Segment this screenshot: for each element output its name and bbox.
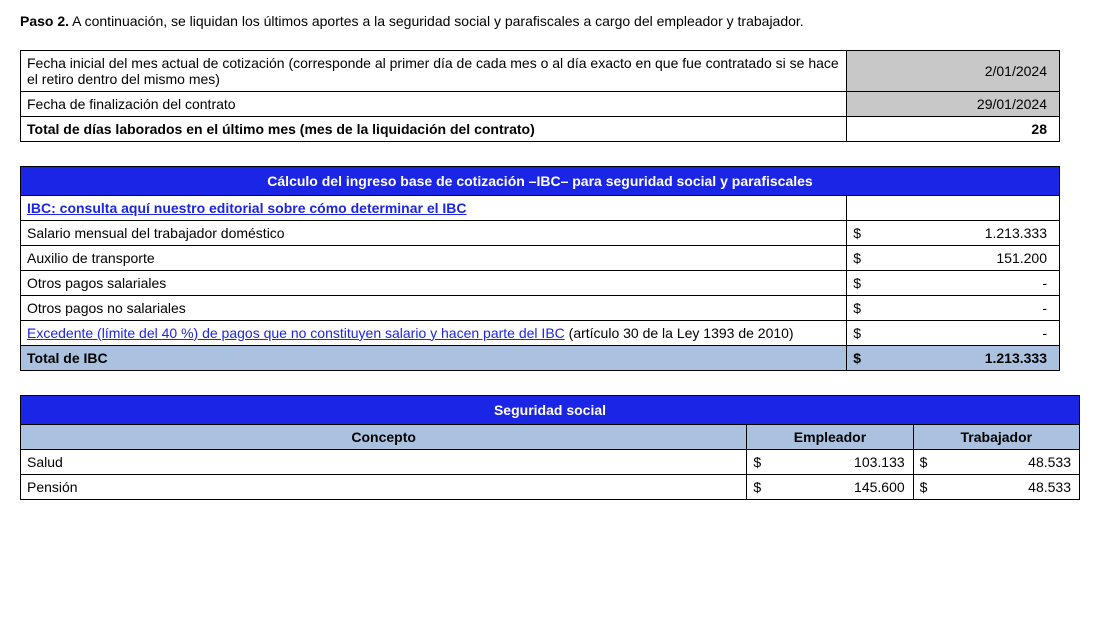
excedente-link[interactable]: Excedente (límite del 40 %) de pagos que… [27,325,565,341]
value-cell: 48.533 [934,449,1079,474]
label-cell: Otros pagos no salariales [21,295,847,320]
step-text: A continuación, se liquidan los últimos … [72,13,804,29]
symbol-cell: $ [847,245,871,270]
value-cell: 28 [847,116,1060,141]
ibc-editorial-link[interactable]: IBC: consulta aquí nuestro editorial sob… [27,200,467,216]
table-row: Fecha inicial del mes actual de cotizaci… [21,50,1060,91]
symbol-cell: $ [913,449,934,474]
label-cell: Salario mensual del trabajador doméstico [21,220,847,245]
total-value: 1.213.333 [871,345,1060,370]
value-cell: 151.200 [871,245,1060,270]
table-row: Salud $ 103.133 $ 48.533 [21,449,1080,474]
concepto-cell: Salud [21,449,747,474]
symbol-cell: $ [747,449,768,474]
column-header-row: Concepto Empleador Trabajador [21,424,1080,449]
value-cell: 1.213.333 [871,220,1060,245]
value-cell: 29/01/2024 [847,91,1060,116]
table-row: Fecha de finalización del contrato 29/01… [21,91,1060,116]
value-cell: - [871,270,1060,295]
label-cell: Otros pagos salariales [21,270,847,295]
table-row: Otros pagos salariales $ - [21,270,1060,295]
value-cell: 2/01/2024 [847,50,1060,91]
symbol-cell: $ [747,474,768,499]
label-cell: Total de días laborados en el último mes… [21,116,847,141]
symbol-cell: $ [913,474,934,499]
ibc-link-cell: IBC: consulta aquí nuestro editorial sob… [21,195,847,220]
ibc-header: Cálculo del ingreso base de cotización –… [21,166,1060,195]
table-row: IBC: consulta aquí nuestro editorial sob… [21,195,1060,220]
seguridad-social-table: Seguridad social Concepto Empleador Trab… [20,395,1080,500]
concepto-cell: Pensión [21,474,747,499]
step-description: Paso 2. A continuación, se liquidan los … [20,12,1078,32]
symbol-cell: $ [847,320,871,345]
symbol-cell: $ [847,270,871,295]
total-row: Total de IBC $ 1.213.333 [21,345,1060,370]
table-row: Total de días laborados en el último mes… [21,116,1060,141]
table-row: Pensión $ 145.600 $ 48.533 [21,474,1080,499]
label-cell: Auxilio de transporte [21,245,847,270]
table-row: Otros pagos no salariales $ - [21,295,1060,320]
table-row: Auxilio de transporte $ 151.200 [21,245,1060,270]
value-cell: 103.133 [768,449,913,474]
excedente-cell: Excedente (límite del 40 %) de pagos que… [21,320,847,345]
ibc-table: Cálculo del ingreso base de cotización –… [20,166,1060,371]
col-empleador: Empleador [747,424,913,449]
total-label: Total de IBC [21,345,847,370]
value-cell: 145.600 [768,474,913,499]
value-cell: 48.533 [934,474,1079,499]
table-row: Salario mensual del trabajador doméstico… [21,220,1060,245]
value-cell: - [871,295,1060,320]
value-cell [871,195,1060,220]
excedente-suffix: (artículo 30 de la Ley 1393 de 2010) [565,325,794,341]
symbol-cell [847,195,871,220]
ss-header: Seguridad social [21,395,1080,424]
label-cell: Fecha inicial del mes actual de cotizaci… [21,50,847,91]
step-label: Paso 2. [20,13,69,29]
table-row: Excedente (límite del 40 %) de pagos que… [21,320,1060,345]
dates-table: Fecha inicial del mes actual de cotizaci… [20,50,1060,142]
label-cell: Fecha de finalización del contrato [21,91,847,116]
symbol-cell: $ [847,220,871,245]
col-trabajador: Trabajador [913,424,1079,449]
total-symbol: $ [847,345,871,370]
col-concepto: Concepto [21,424,747,449]
symbol-cell: $ [847,295,871,320]
value-cell: - [871,320,1060,345]
